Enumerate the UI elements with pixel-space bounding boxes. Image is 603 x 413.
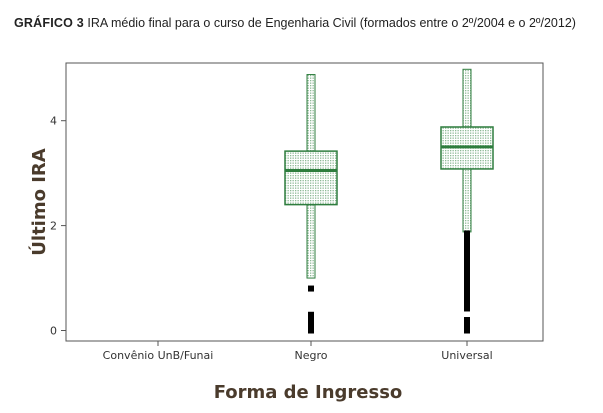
outlier-point <box>464 264 470 271</box>
figure-caption-text: IRA médio final para o curso de Engenhar… <box>87 16 576 30</box>
outlier-point <box>464 230 470 237</box>
outlier-point <box>464 290 470 297</box>
outlier-point <box>464 272 470 279</box>
outlier-point <box>464 242 470 249</box>
x-axis-title: Forma de Ingresso <box>214 382 403 403</box>
outlier-point <box>464 268 470 275</box>
outlier-point <box>464 238 470 245</box>
y-axis: 0 2 4 <box>50 115 66 338</box>
x-tick-label: Negro <box>295 349 328 362</box>
x-tick-label: Universal <box>441 349 492 362</box>
lower-whisker <box>462 168 472 233</box>
outlier-point <box>464 327 470 334</box>
iqr-box <box>284 150 338 206</box>
y-axis-title: Último IRA <box>28 148 50 256</box>
outlier-point <box>464 305 470 312</box>
y-tick-label: 2 <box>50 220 57 233</box>
outlier-point <box>464 234 470 241</box>
figure-label: GRÁFICO 3 <box>14 16 84 30</box>
y-tick-label: 0 <box>50 325 57 338</box>
x-axis: Convênio UnB/Funai Negro Universal <box>103 341 493 362</box>
outlier-point <box>464 294 470 301</box>
boxes-layer <box>284 68 494 334</box>
outlier-point <box>464 251 470 258</box>
upper-whisker <box>462 68 472 128</box>
lower-whisker <box>306 204 316 279</box>
x-tick-label: Convênio UnB/Funai <box>103 349 214 362</box>
box-group <box>440 68 494 334</box>
outlier-point <box>308 285 314 292</box>
outlier-point <box>464 255 470 262</box>
y-tick-label: 4 <box>50 115 57 128</box>
outlier-point <box>464 276 470 283</box>
box-group <box>284 74 338 334</box>
plot-frame <box>65 62 544 342</box>
upper-whisker <box>306 74 316 152</box>
outlier-point <box>308 327 314 334</box>
figure-caption: GRÁFICO 3 IRA médio final para o curso d… <box>14 14 594 33</box>
